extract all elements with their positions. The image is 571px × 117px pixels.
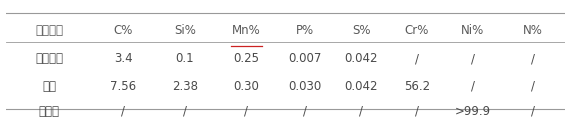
Text: /: / — [531, 105, 535, 117]
Text: 0.042: 0.042 — [344, 52, 378, 65]
Text: 56.2: 56.2 — [404, 80, 430, 93]
Text: /: / — [471, 80, 475, 93]
Text: 0.30: 0.30 — [234, 80, 259, 93]
Text: 0.1: 0.1 — [175, 52, 194, 65]
Text: 电解镍: 电解镍 — [39, 105, 59, 117]
Text: /: / — [415, 105, 419, 117]
Text: 物料类别: 物料类别 — [35, 24, 63, 37]
Text: Cr%: Cr% — [405, 24, 429, 37]
Text: /: / — [121, 105, 125, 117]
Text: 3.4: 3.4 — [114, 52, 132, 65]
Text: /: / — [359, 105, 363, 117]
Text: /: / — [531, 80, 535, 93]
Text: /: / — [471, 52, 475, 65]
Text: /: / — [303, 105, 307, 117]
Text: /: / — [415, 52, 419, 65]
Text: P%: P% — [296, 24, 314, 37]
Text: >99.9: >99.9 — [455, 105, 491, 117]
Text: 0.042: 0.042 — [344, 80, 378, 93]
Text: Si%: Si% — [174, 24, 196, 37]
Text: C%: C% — [114, 24, 133, 37]
Text: 0.030: 0.030 — [288, 80, 321, 93]
Text: 2.38: 2.38 — [172, 80, 198, 93]
Text: 7.56: 7.56 — [110, 80, 136, 93]
Text: /: / — [244, 105, 248, 117]
Text: S%: S% — [352, 24, 370, 37]
Text: Mn%: Mn% — [232, 24, 261, 37]
Text: 0.25: 0.25 — [234, 52, 259, 65]
Text: 0.007: 0.007 — [288, 52, 322, 65]
Text: 脱磷铁水: 脱磷铁水 — [35, 52, 63, 65]
Text: /: / — [531, 52, 535, 65]
Text: N%: N% — [523, 24, 543, 37]
Text: Ni%: Ni% — [461, 24, 485, 37]
Text: /: / — [183, 105, 187, 117]
Text: 铬铁: 铬铁 — [42, 80, 56, 93]
